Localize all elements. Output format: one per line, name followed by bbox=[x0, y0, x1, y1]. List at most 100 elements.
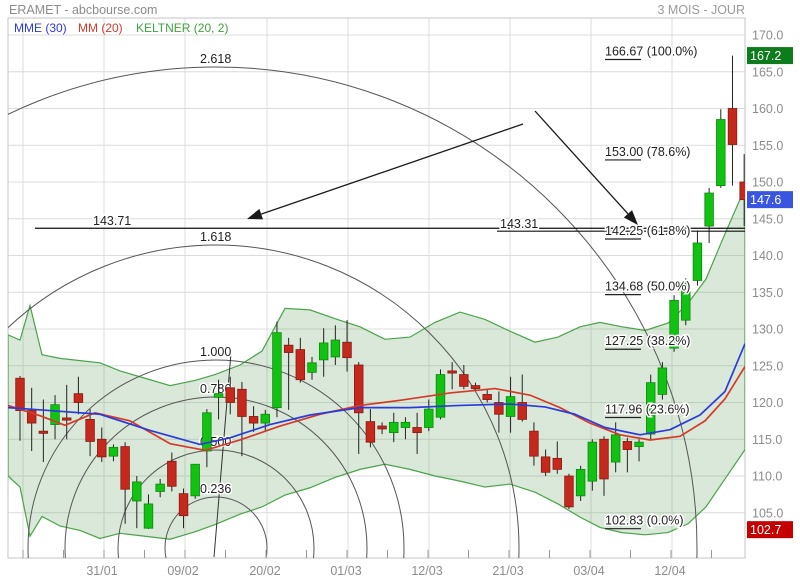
price-axis-label: 140.0 bbox=[752, 249, 783, 263]
candle-body bbox=[178, 493, 189, 517]
fib-level-label: 117.96 (23.6%) bbox=[605, 402, 690, 416]
date-axis-label: 12/04 bbox=[654, 564, 685, 578]
candle-body bbox=[447, 370, 457, 374]
candle-body bbox=[330, 339, 341, 358]
candle-body bbox=[540, 456, 551, 473]
price-axis-label: 110.0 bbox=[752, 470, 782, 484]
candle-body bbox=[213, 393, 224, 398]
candle-body bbox=[587, 441, 598, 482]
candle-body bbox=[26, 410, 37, 424]
fib-arc bbox=[164, 496, 268, 558]
date-axis-label: 12/03 bbox=[411, 564, 442, 578]
fib-arc bbox=[8, 244, 520, 558]
price-badge-text: 147.6 bbox=[750, 193, 781, 207]
price-badge-bg bbox=[747, 191, 793, 209]
chart-timeframe: 3 MOIS - JOUR bbox=[657, 3, 745, 17]
price-axis-label: 130.0 bbox=[752, 323, 783, 337]
price-badge-bg bbox=[747, 47, 793, 65]
price-axis-label: 105.0 bbox=[752, 506, 783, 520]
candle-body bbox=[575, 468, 586, 497]
candle-body bbox=[727, 108, 738, 145]
price-badge-last: 147.6 bbox=[747, 191, 793, 209]
candle-body bbox=[143, 503, 154, 529]
price-badge-bg bbox=[747, 521, 793, 539]
candle-body bbox=[389, 421, 399, 434]
candle-body bbox=[190, 463, 200, 497]
mme30-line bbox=[8, 343, 745, 446]
candle-body bbox=[365, 421, 376, 443]
candle-body bbox=[248, 416, 259, 424]
date-axis-label: 03/04 bbox=[573, 564, 604, 578]
candle-body bbox=[646, 382, 656, 435]
candle-body bbox=[132, 481, 142, 502]
candle-body bbox=[342, 341, 352, 359]
annotation-arrow-head bbox=[247, 208, 263, 220]
candle-body bbox=[599, 438, 609, 480]
price-axis-label: 135.0 bbox=[752, 286, 783, 300]
candle-body bbox=[610, 434, 621, 463]
candle-body bbox=[225, 387, 235, 403]
candle-body bbox=[669, 299, 679, 349]
candle-body bbox=[482, 394, 492, 400]
mm20-line bbox=[8, 366, 745, 452]
price-badge-text: 167.2 bbox=[750, 49, 781, 63]
candle-body bbox=[237, 388, 247, 417]
candle-body bbox=[435, 374, 446, 418]
annotation-arrow-line bbox=[260, 123, 524, 215]
candle-body bbox=[470, 385, 481, 389]
candle-body bbox=[634, 441, 644, 448]
candle-body bbox=[272, 332, 282, 409]
candle-body bbox=[120, 446, 130, 490]
fib-level-label: 134.68 (50.0%) bbox=[605, 280, 690, 294]
annotation-arrow-line bbox=[534, 110, 629, 215]
candle-body bbox=[681, 283, 691, 321]
fib-arc bbox=[117, 449, 315, 558]
candle-body bbox=[622, 441, 633, 450]
fib-arc-label: 0.236 bbox=[200, 482, 231, 496]
candle-body bbox=[15, 377, 25, 411]
price-axis-label: 165.0 bbox=[752, 65, 783, 79]
date-axis-label: 21/03 bbox=[492, 564, 523, 578]
candle-body bbox=[564, 475, 574, 508]
candle-body bbox=[377, 425, 387, 430]
candle-body bbox=[38, 430, 49, 434]
candle-body bbox=[424, 408, 434, 428]
price-axis-label: 145.0 bbox=[752, 212, 783, 226]
fib-arc bbox=[8, 66, 698, 558]
price-axis-label: 120.0 bbox=[752, 396, 783, 410]
legend-keltner: KELTNER (20, 2) bbox=[136, 21, 229, 35]
price-axis-label: 155.0 bbox=[752, 139, 783, 153]
fib-level-label: 142.25 (61.8%) bbox=[605, 224, 690, 238]
price-axis-label: 150.0 bbox=[752, 176, 783, 190]
fib-arc-label: 2.618 bbox=[200, 52, 231, 66]
fib-level-label: 166.67 (100.0%) bbox=[605, 44, 697, 58]
annotation-arrow-head bbox=[623, 210, 638, 225]
candle-body bbox=[50, 404, 60, 425]
date-axis-label: 20/02 bbox=[249, 564, 280, 578]
candle-body bbox=[62, 417, 72, 421]
price-level-label: 143.71 bbox=[93, 214, 131, 228]
price-axis-label: 160.0 bbox=[752, 102, 783, 116]
candle-body bbox=[716, 119, 726, 187]
candle-body bbox=[400, 421, 411, 428]
candle-body bbox=[108, 446, 119, 457]
price-badge-high: 167.2 bbox=[747, 47, 793, 65]
candle-body bbox=[73, 393, 84, 403]
price-badge-text: 102.7 bbox=[750, 523, 781, 537]
legend-mme30: MME (30) bbox=[14, 21, 67, 35]
fib-level-label: 102.83 (0.0%) bbox=[605, 514, 684, 528]
price-badge-low: 102.7 bbox=[747, 521, 793, 539]
candle-body bbox=[552, 457, 562, 470]
candle-body bbox=[704, 192, 714, 227]
candle-body bbox=[354, 364, 364, 414]
candle-body bbox=[155, 483, 165, 492]
gridlines bbox=[8, 18, 745, 558]
price-axis-label: 115.0 bbox=[752, 433, 782, 447]
fib-arc-label: 1.000 bbox=[200, 345, 231, 359]
date-axis-label: 09/02 bbox=[167, 564, 198, 578]
fib-arcs bbox=[8, 66, 698, 558]
candle-body bbox=[529, 430, 539, 457]
price-axis-label: 170.0 bbox=[752, 29, 783, 43]
fib-level-label: 153.00 (78.6%) bbox=[605, 145, 690, 159]
